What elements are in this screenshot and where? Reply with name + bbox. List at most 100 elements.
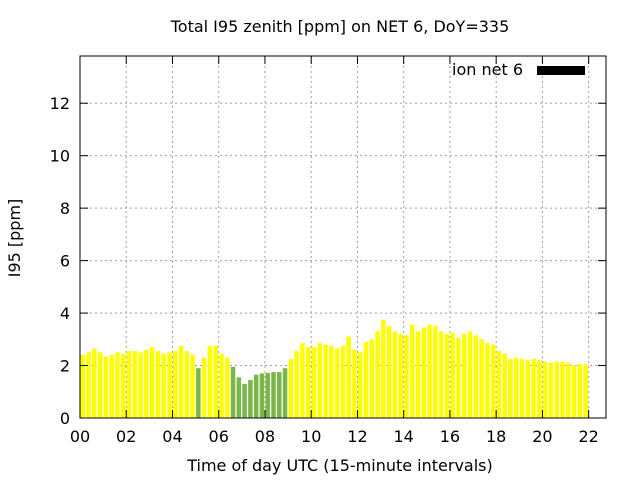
bar: [456, 337, 461, 418]
bar: [253, 374, 259, 418]
bar: [514, 357, 519, 418]
bar: [438, 331, 444, 418]
x-tick-label: 18: [486, 427, 506, 446]
x-tick-label: 00: [70, 427, 90, 446]
bar: [398, 334, 403, 418]
legend-label: ion net 6: [452, 60, 523, 79]
bar: [542, 361, 548, 418]
bar: [490, 344, 496, 418]
x-tick-label: 20: [532, 427, 552, 446]
bar: [323, 344, 328, 418]
bar: [329, 345, 334, 418]
bar: [461, 334, 467, 418]
bar: [213, 345, 218, 418]
x-tick-label: 02: [116, 427, 136, 446]
bar: [80, 355, 86, 418]
bar: [236, 377, 242, 418]
bar: [184, 351, 190, 418]
y-axis-label: I95 [ppm]: [5, 199, 24, 278]
bar: [369, 339, 375, 418]
bar: [357, 352, 363, 418]
bar: [473, 335, 479, 418]
bar: [560, 361, 565, 418]
x-tick-label: 04: [162, 427, 182, 446]
x-tick-label: 08: [255, 427, 275, 446]
bar: [340, 345, 346, 418]
bar: [548, 362, 554, 418]
bar: [196, 368, 201, 418]
bar: [496, 351, 502, 418]
bar: [305, 347, 311, 418]
bar: [300, 343, 305, 418]
bar: [103, 356, 109, 418]
y-tick-label: 10: [50, 147, 70, 166]
y-tick-label: 8: [60, 199, 70, 218]
bar: [317, 343, 322, 418]
bar: [126, 351, 132, 418]
bar: [467, 331, 473, 418]
bar: [577, 364, 583, 418]
bar: [265, 372, 270, 418]
bar: [433, 326, 438, 418]
bar: [479, 339, 484, 418]
bar: [277, 372, 282, 418]
bar: [207, 345, 213, 418]
bars: [80, 319, 588, 418]
bar: [161, 353, 166, 418]
bar: [409, 324, 415, 418]
y-tick-label: 0: [60, 409, 70, 428]
bar: [201, 357, 207, 418]
bar: [144, 349, 149, 418]
y-tick-label: 12: [50, 94, 70, 113]
bar: [508, 358, 513, 418]
bar: [167, 352, 172, 418]
bar: [525, 360, 531, 418]
bar: [386, 326, 392, 418]
bar: [149, 347, 155, 418]
bar: [352, 349, 357, 418]
bar: [381, 319, 386, 418]
bar: [259, 373, 265, 418]
bar: [97, 352, 103, 418]
bar: [537, 360, 542, 418]
bar: [294, 351, 299, 418]
bar: [178, 345, 184, 418]
bar: [554, 361, 559, 418]
bar: [242, 383, 247, 418]
bar: [155, 351, 161, 418]
bar: [282, 368, 288, 418]
x-tick-label: 22: [578, 427, 598, 446]
bar: [519, 358, 525, 418]
bar: [444, 334, 450, 418]
x-tick-label: 16: [440, 427, 460, 446]
bar: [363, 341, 369, 418]
y-tick-label: 2: [60, 357, 70, 376]
bar: [346, 336, 351, 418]
bar: [172, 351, 178, 418]
x-tick-label: 14: [394, 427, 414, 446]
bar: [485, 343, 490, 418]
x-tick-label: 10: [301, 427, 321, 446]
bar: [132, 351, 138, 418]
bar: [571, 365, 577, 418]
bar: [531, 358, 536, 418]
bar: [225, 357, 230, 418]
bar: [311, 347, 317, 418]
bar: [115, 352, 120, 418]
bar: [120, 353, 126, 418]
bar: [404, 335, 409, 418]
chart-title: Total I95 zenith [ppm] on NET 6, DoY=335: [170, 17, 510, 36]
bar: [334, 348, 340, 418]
bar: [427, 324, 432, 418]
bar: [450, 332, 455, 418]
bar: [109, 355, 114, 418]
bar: [219, 353, 224, 418]
bar: [190, 355, 195, 418]
bar: [502, 353, 507, 418]
bar: [421, 327, 427, 418]
bar: [271, 372, 276, 418]
bar: [248, 379, 253, 418]
bar: [138, 352, 143, 418]
bar: [288, 358, 294, 418]
